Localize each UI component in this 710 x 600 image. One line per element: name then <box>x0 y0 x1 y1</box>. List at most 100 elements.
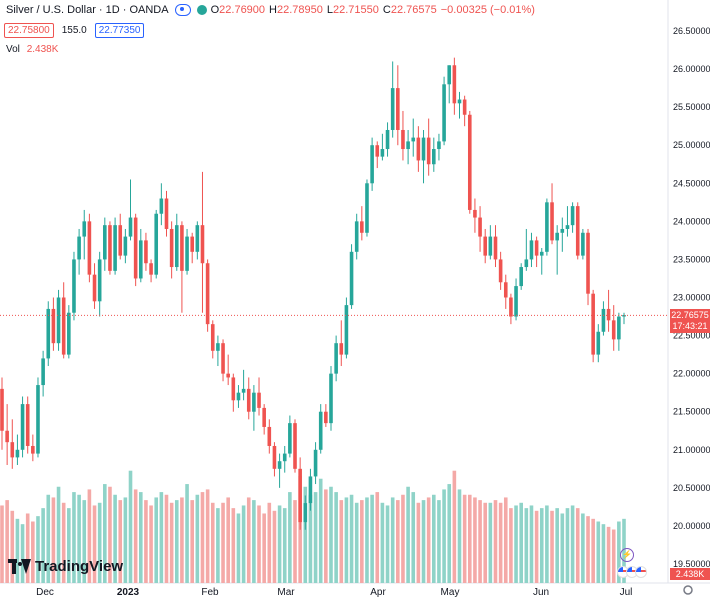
volume-bar <box>478 500 482 583</box>
volume-bar <box>432 494 436 583</box>
candle-body <box>575 206 580 256</box>
candle-body <box>539 251 544 256</box>
candle-body <box>221 343 225 374</box>
candle-body <box>149 263 153 275</box>
volume-bar <box>611 529 616 583</box>
last-price-badge: 22.76575 17:43:21 <box>670 309 710 333</box>
candle-body <box>67 312 71 355</box>
candle-body <box>190 236 194 252</box>
volume-bar <box>570 505 575 583</box>
candle-body <box>411 137 416 142</box>
events-flags[interactable] <box>617 566 647 578</box>
candle-body <box>534 240 539 256</box>
candle-body <box>257 392 261 408</box>
volume-bar <box>174 500 179 583</box>
volume-bar <box>72 492 76 583</box>
candle-body <box>529 240 534 260</box>
volume-bar <box>488 502 493 583</box>
y-axis-tick-label: 26.50000 <box>673 26 710 36</box>
candle-body <box>601 308 606 332</box>
volume-bar <box>503 497 508 583</box>
low-value: 22.71550 <box>333 4 379 16</box>
candle-body <box>298 468 302 523</box>
candle-body <box>519 267 523 287</box>
candle-body <box>586 232 590 294</box>
candle-body <box>128 217 133 237</box>
candle-body <box>565 225 570 229</box>
volume-bar <box>128 470 133 583</box>
candle-body <box>46 308 51 359</box>
volume-bar <box>560 513 565 583</box>
high-value: 22.78950 <box>277 4 323 16</box>
volume-bar <box>15 518 20 583</box>
candle-body <box>596 331 601 355</box>
candle-body <box>169 228 174 268</box>
candle-body <box>385 129 390 150</box>
close-label: C <box>382 4 391 16</box>
candle-body <box>329 373 333 424</box>
tradingview-logo[interactable]: TradingView <box>8 558 123 575</box>
candle-body <box>524 259 529 268</box>
x-axis-tick-label: Dec <box>36 587 54 598</box>
candle-body <box>20 404 25 450</box>
candle-body <box>174 225 179 268</box>
volume-bar <box>180 497 184 583</box>
x-axis-tick-label: Jun <box>533 587 549 598</box>
candle-body <box>103 225 107 260</box>
lightning-icon[interactable]: ⚡ <box>620 548 634 562</box>
candle-body <box>478 217 482 237</box>
candle-body <box>25 404 30 446</box>
y-axis-tick-label: 21.00000 <box>673 445 710 455</box>
volume-bar <box>411 492 416 583</box>
candle-body <box>210 324 215 351</box>
symbol-title[interactable]: Silver / U.S. Dollar · 1D · OANDA <box>6 4 169 16</box>
candle-body <box>349 251 354 306</box>
volume-bar <box>313 492 318 583</box>
volume-bar <box>123 497 128 583</box>
sell-button[interactable]: 22.75800 <box>4 23 54 38</box>
volume-bar <box>447 484 452 583</box>
eye-icon[interactable] <box>174 4 191 16</box>
y-axis-tick-label: 25.50000 <box>673 102 710 112</box>
volume-bar <box>113 494 117 583</box>
volume-bar <box>318 478 323 583</box>
volume-bar <box>324 489 328 583</box>
volume-bar <box>524 508 529 583</box>
volume-bar <box>452 470 457 583</box>
volume-bar <box>421 500 426 583</box>
candle-body <box>154 213 159 275</box>
candle-body <box>226 373 230 378</box>
volume-bar <box>365 497 369 583</box>
volume-bar <box>41 508 45 583</box>
volume-bar <box>236 513 241 583</box>
volume-bar <box>149 505 153 583</box>
candle-body <box>324 411 328 424</box>
candle-body <box>180 225 184 271</box>
volume-bar <box>226 497 230 583</box>
candle-body <box>241 388 246 393</box>
volume-bar <box>401 494 405 583</box>
candle-body <box>493 236 498 260</box>
candle-body <box>288 423 292 454</box>
candle-body <box>473 209 477 218</box>
candle-body <box>390 88 395 130</box>
y-axis-tick-label: 22.50000 <box>673 331 710 341</box>
volume-bar <box>442 489 446 583</box>
volume-bar <box>257 505 261 583</box>
us-flag-icon[interactable] <box>635 566 647 578</box>
volume-bar <box>231 508 236 583</box>
candle-body <box>617 316 621 340</box>
buy-button[interactable]: 22.77350 <box>94 23 145 38</box>
volume-bar <box>277 505 282 583</box>
candle-body <box>570 206 575 226</box>
candle-body <box>61 297 66 355</box>
x-axis-tick-label: May <box>441 587 460 598</box>
volume-bar <box>555 508 559 583</box>
candle-body <box>606 308 611 321</box>
volume-bar <box>390 497 395 583</box>
volume-bar <box>92 505 97 583</box>
tradingview-logo-icon <box>8 558 31 575</box>
volume-bar <box>509 508 513 583</box>
volume-bar <box>159 492 164 583</box>
